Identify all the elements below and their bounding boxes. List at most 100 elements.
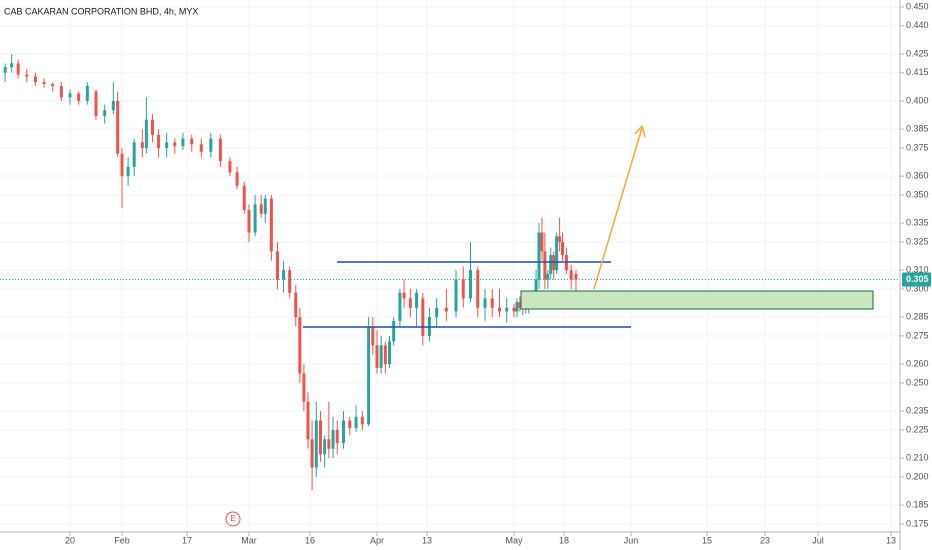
candle-body xyxy=(367,326,371,425)
drawings xyxy=(303,124,874,328)
candle-body xyxy=(25,74,29,77)
candle-body xyxy=(132,142,136,167)
y-tick-label: 0.175 xyxy=(906,518,929,528)
candle-body xyxy=(327,439,331,449)
candle-body xyxy=(323,439,327,455)
candle-body xyxy=(314,420,318,468)
candle-body xyxy=(483,298,487,308)
y-tick-label: 0.385 xyxy=(906,124,929,134)
y-tick-label: 0.285 xyxy=(906,312,929,322)
candle-body xyxy=(383,345,387,365)
candle-body xyxy=(505,307,509,312)
candle-body xyxy=(181,138,185,147)
y-tick-label: 0.235 xyxy=(906,406,929,416)
y-tick-label: 0.310 xyxy=(906,265,929,275)
candle-body xyxy=(360,416,364,425)
candle-body xyxy=(253,204,257,233)
x-tick-label: 16 xyxy=(305,535,315,545)
y-tick-label: 0.185 xyxy=(906,499,929,509)
last-price-label: 0.305 xyxy=(906,274,929,284)
candle-body xyxy=(388,341,391,365)
candle-body xyxy=(199,144,203,152)
candle-body xyxy=(111,100,115,111)
candle-body xyxy=(242,185,246,210)
candle-body xyxy=(379,345,383,368)
candle-body xyxy=(444,307,448,312)
candle-body xyxy=(375,345,379,368)
candle-body xyxy=(415,292,419,308)
candle-body xyxy=(165,142,169,148)
x-tick-label: 15 xyxy=(702,535,712,545)
candle-body xyxy=(116,100,120,154)
y-tick-label: 0.415 xyxy=(906,67,929,77)
grid xyxy=(0,0,900,532)
y-tick-label: 0.200 xyxy=(906,471,929,481)
x-tick-label: 13 xyxy=(886,535,896,545)
y-tick-label: 0.225 xyxy=(906,424,929,434)
y-tick-label: 0.450 xyxy=(906,1,929,11)
candle-body xyxy=(302,373,306,402)
candle-body xyxy=(259,204,263,214)
candle-body xyxy=(543,251,547,280)
candle-body xyxy=(561,241,565,256)
y-tick-label: 0.440 xyxy=(906,20,929,30)
y-tick-label: 0.360 xyxy=(906,171,929,181)
candle-body xyxy=(33,76,37,83)
candle-body xyxy=(549,255,553,274)
x-tick-label: 23 xyxy=(760,535,770,545)
x-tick-label: Jul xyxy=(812,535,824,545)
candle-body xyxy=(398,292,402,321)
x-tick-label: Feb xyxy=(114,535,130,545)
candle-body xyxy=(342,420,345,444)
candle-body xyxy=(59,85,63,98)
candle-body xyxy=(540,232,544,252)
candle-body xyxy=(569,270,573,280)
candle-body xyxy=(476,270,480,308)
candle-body xyxy=(371,326,375,346)
earnings-marker[interactable] xyxy=(225,511,241,527)
candle-body xyxy=(150,119,154,135)
candle-body xyxy=(294,292,298,318)
candle-body xyxy=(263,198,267,214)
candle-body xyxy=(335,429,339,444)
candle-body xyxy=(103,110,107,116)
candle-body xyxy=(275,251,279,280)
candle-body xyxy=(402,292,406,299)
arrow-line xyxy=(593,127,643,290)
candle-body xyxy=(235,172,239,186)
candle-body xyxy=(310,439,314,468)
candle-body xyxy=(392,320,396,342)
candle-body xyxy=(16,63,20,75)
candle-body xyxy=(558,236,562,242)
candle-body xyxy=(512,307,516,312)
x-tick-label: 20 xyxy=(65,535,75,545)
y-tick-label: 0.425 xyxy=(906,48,929,58)
candle-body xyxy=(515,302,519,312)
candle-body xyxy=(85,85,89,101)
y-tick-label: 0.275 xyxy=(906,330,929,340)
candle-body xyxy=(574,273,578,280)
candle-body xyxy=(126,166,130,177)
y-tick-label: 0.350 xyxy=(906,189,929,199)
last-price-badge xyxy=(902,272,931,287)
candle-body xyxy=(461,279,465,299)
x-tick-label: Apr xyxy=(370,535,384,545)
candle-body xyxy=(518,302,522,308)
candle-body xyxy=(10,63,14,68)
candle-body xyxy=(331,429,335,449)
candle-body xyxy=(288,270,292,293)
candle-body xyxy=(354,416,358,429)
candle-body xyxy=(306,401,310,440)
candle-body xyxy=(51,84,55,86)
candle-body xyxy=(490,298,494,308)
candle-body xyxy=(247,209,251,233)
candle-body xyxy=(282,270,286,280)
y-tick-label: 0.260 xyxy=(906,359,929,369)
candle-body xyxy=(157,134,161,148)
candle-body xyxy=(209,138,213,152)
candle-body xyxy=(120,153,124,177)
y-tick-label: 0.250 xyxy=(906,377,929,387)
candle-body xyxy=(555,236,559,271)
x-tick-label: 13 xyxy=(422,535,432,545)
